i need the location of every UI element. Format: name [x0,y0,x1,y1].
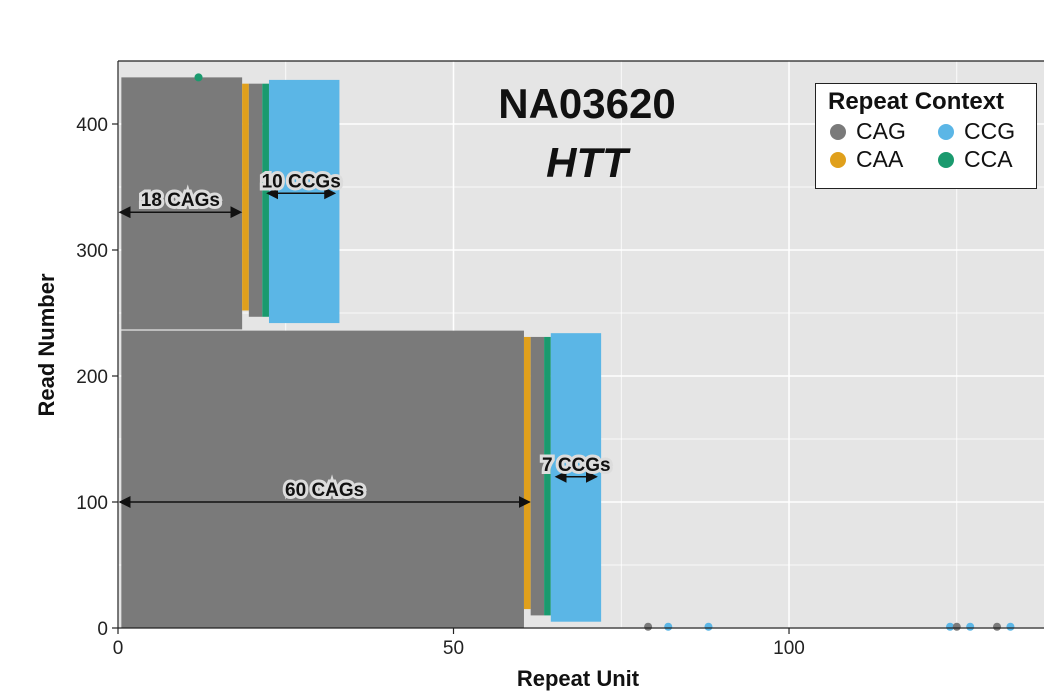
x-tick-label: 50 [443,638,464,659]
annotation-label: 10 CCGs [262,171,341,192]
cag-band [121,77,243,330]
legend-label-ccg: CCG [964,118,1016,144]
cag-point [952,622,961,631]
axes: 0 50 100 0 100 200 300 400 [76,60,1044,659]
legend-label-cag: CAG [856,118,906,144]
y-tick-label: 0 [97,619,108,640]
ccg-band [268,79,340,324]
legend-item-cag: CAG [830,118,906,145]
ccg-dot-icon [938,123,954,140]
chart-subtitle: HTT [546,139,631,186]
cag-dot-icon [830,123,846,140]
cca-dot-icon [938,151,954,168]
y-tick-label: 100 [76,493,108,514]
cca-point [194,73,203,82]
y-tick-label: 300 [76,241,108,262]
caa-band [242,83,249,311]
caa-band [523,336,531,610]
x-axis-label: Repeat Unit [517,666,640,691]
annotation-label: 60 CAGs [285,480,364,501]
ccg-point [704,622,713,631]
legend-item-caa: CAA [830,146,903,173]
cca-band [262,83,269,317]
legend-item-cca: CCA [938,146,1013,173]
y-axis-label: Read Number [34,273,59,416]
cag-band [530,336,545,616]
annotation-label: 7 CCGs [542,455,611,476]
x-tick-label: 0 [113,638,124,659]
cag-band [248,83,263,317]
cag-point [644,622,653,631]
data-bands [121,77,602,628]
cca-band [544,336,551,616]
ccg-point [966,622,975,631]
annotations: 18 CAGs 10 CCGs 60 CAGs 7 CCGs [118,168,614,508]
x-tick-label: 100 [773,638,805,659]
cag-point [993,622,1002,631]
y-tick-label: 200 [76,367,108,388]
chart-title: NA03620 [498,80,675,127]
ccg-point [1006,622,1015,631]
caa-dot-icon [830,151,846,168]
y-tick-label: 400 [76,115,108,136]
legend-title: Repeat Context [828,88,1005,115]
annotation-label: 18 CAGs [141,190,220,211]
ccg-point [946,622,955,631]
data-points [194,73,1015,631]
ccg-point [664,622,673,631]
cag-band [121,330,524,628]
legend-item-ccg: CCG [938,118,1015,145]
legend-label-cca: CCA [964,146,1013,172]
legend: Repeat Context CAG CCG CAA CCA [815,83,1037,189]
legend-label-caa: CAA [856,146,904,172]
